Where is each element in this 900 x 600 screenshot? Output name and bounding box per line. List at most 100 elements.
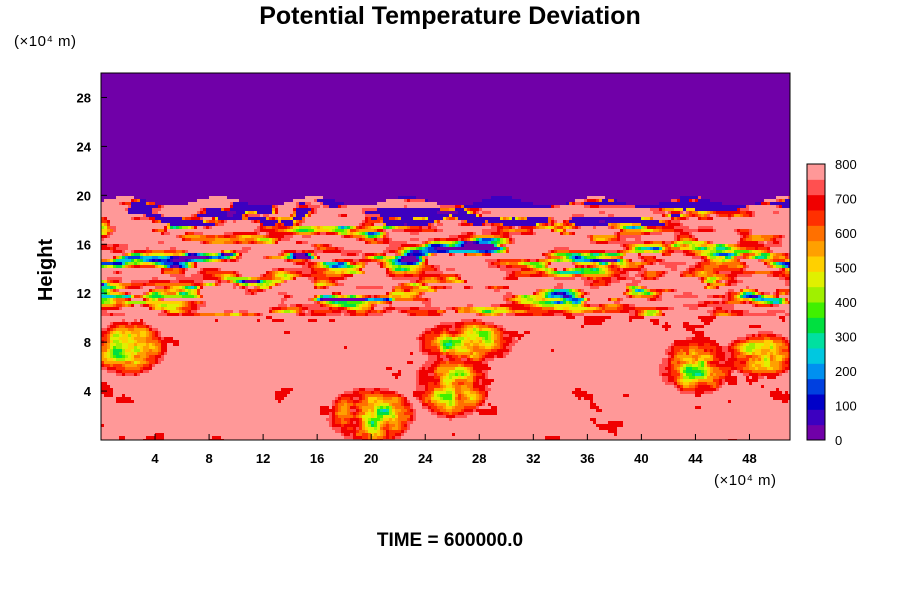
heatmap-cell <box>449 136 453 140</box>
heatmap-cell <box>410 136 414 140</box>
heatmap-cell <box>764 121 768 125</box>
heatmap-cell <box>116 100 120 104</box>
heatmap-cell <box>431 121 435 125</box>
heatmap-cell <box>122 121 126 125</box>
heatmap-cell <box>149 94 153 98</box>
heatmap-cell <box>236 73 240 77</box>
heatmap-cell <box>335 118 339 122</box>
heatmap-cell <box>653 79 657 83</box>
heatmap-cell <box>584 88 588 92</box>
heatmap-cell <box>503 82 507 86</box>
heatmap-cell <box>176 103 180 107</box>
heatmap-cell <box>593 100 597 104</box>
heatmap-cell <box>611 115 615 119</box>
heatmap-cell <box>671 124 675 128</box>
heatmap-cell <box>254 97 258 101</box>
heatmap-cell <box>683 109 687 113</box>
heatmap-cell <box>785 124 789 128</box>
heatmap-cell <box>242 88 246 92</box>
heatmap-cell <box>452 121 456 125</box>
heatmap-cell <box>752 118 756 122</box>
heatmap-cell <box>458 88 462 92</box>
heatmap-cell <box>740 100 744 104</box>
heatmap-cell <box>512 88 516 92</box>
heatmap-cell <box>149 124 153 128</box>
heatmap-cell <box>542 88 546 92</box>
heatmap-cell <box>518 73 522 77</box>
heatmap-cell <box>278 97 282 101</box>
heatmap-cell <box>491 82 495 86</box>
heatmap-cell <box>299 73 303 77</box>
heatmap-cell <box>104 136 108 140</box>
heatmap-cell <box>455 121 459 125</box>
heatmap-cell <box>710 97 714 101</box>
heatmap-cell <box>263 85 267 89</box>
heatmap-cell <box>641 124 645 128</box>
heatmap-cell <box>641 130 645 134</box>
heatmap-cell <box>686 124 690 128</box>
heatmap-cell <box>773 88 777 92</box>
heatmap-cell <box>272 106 276 110</box>
heatmap-cell <box>620 97 624 101</box>
heatmap-cell <box>665 109 669 113</box>
heatmap-cell <box>188 88 192 92</box>
heatmap-cell <box>215 91 219 95</box>
heatmap-cell <box>746 118 750 122</box>
heatmap-cell <box>611 130 615 134</box>
heatmap-cell <box>122 103 126 107</box>
heatmap-cell <box>500 133 504 137</box>
heatmap-cell <box>737 91 741 95</box>
heatmap-cell <box>182 133 186 137</box>
heatmap-cell <box>245 109 249 113</box>
heatmap-cell <box>455 115 459 119</box>
heatmap-cell <box>197 73 201 77</box>
heatmap-cell <box>734 118 738 122</box>
heatmap-cell <box>386 73 390 77</box>
heatmap-cell <box>347 100 351 104</box>
heatmap-cell <box>659 97 663 101</box>
heatmap-cell <box>479 106 483 110</box>
heatmap-cell <box>413 109 417 113</box>
heatmap-cell <box>392 94 396 98</box>
heatmap-cell <box>470 76 474 80</box>
heatmap-cell <box>212 91 216 95</box>
heatmap-cell <box>674 133 678 137</box>
heatmap-cell <box>176 109 180 113</box>
heatmap-cell <box>191 127 195 131</box>
heatmap-cell <box>293 124 297 128</box>
heatmap-cell <box>185 115 189 119</box>
heatmap-cell <box>653 82 657 86</box>
heatmap-cell <box>491 109 495 113</box>
heatmap-cell <box>488 88 492 92</box>
heatmap-cell <box>395 112 399 116</box>
heatmap-cell <box>137 124 141 128</box>
heatmap-cell <box>428 94 432 98</box>
heatmap-cell <box>557 106 561 110</box>
heatmap-cell <box>524 136 528 140</box>
heatmap-cell <box>731 109 735 113</box>
heatmap-cell <box>377 88 381 92</box>
heatmap-cell <box>698 118 702 122</box>
heatmap-cell <box>734 130 738 134</box>
heatmap-cell <box>530 88 534 92</box>
heatmap-cell <box>365 109 369 113</box>
heatmap-cell <box>137 121 141 125</box>
heatmap-cell <box>437 127 441 131</box>
heatmap-cell <box>143 112 147 116</box>
heatmap-cell <box>599 91 603 95</box>
heatmap-cell <box>473 133 477 137</box>
heatmap-cell <box>191 85 195 89</box>
heatmap-cell <box>695 88 699 92</box>
heatmap-cell <box>356 73 360 77</box>
heatmap-cell <box>779 115 783 119</box>
heatmap-cell <box>197 103 201 107</box>
heatmap-cell <box>461 103 465 107</box>
heatmap-cell <box>773 130 777 134</box>
heatmap-cell <box>248 73 252 77</box>
heatmap-cell <box>578 133 582 137</box>
heatmap-cell <box>764 79 768 83</box>
heatmap-cell <box>566 121 570 125</box>
heatmap-cell <box>632 76 636 80</box>
heatmap-cell <box>761 85 765 89</box>
heatmap-cell <box>500 112 504 116</box>
